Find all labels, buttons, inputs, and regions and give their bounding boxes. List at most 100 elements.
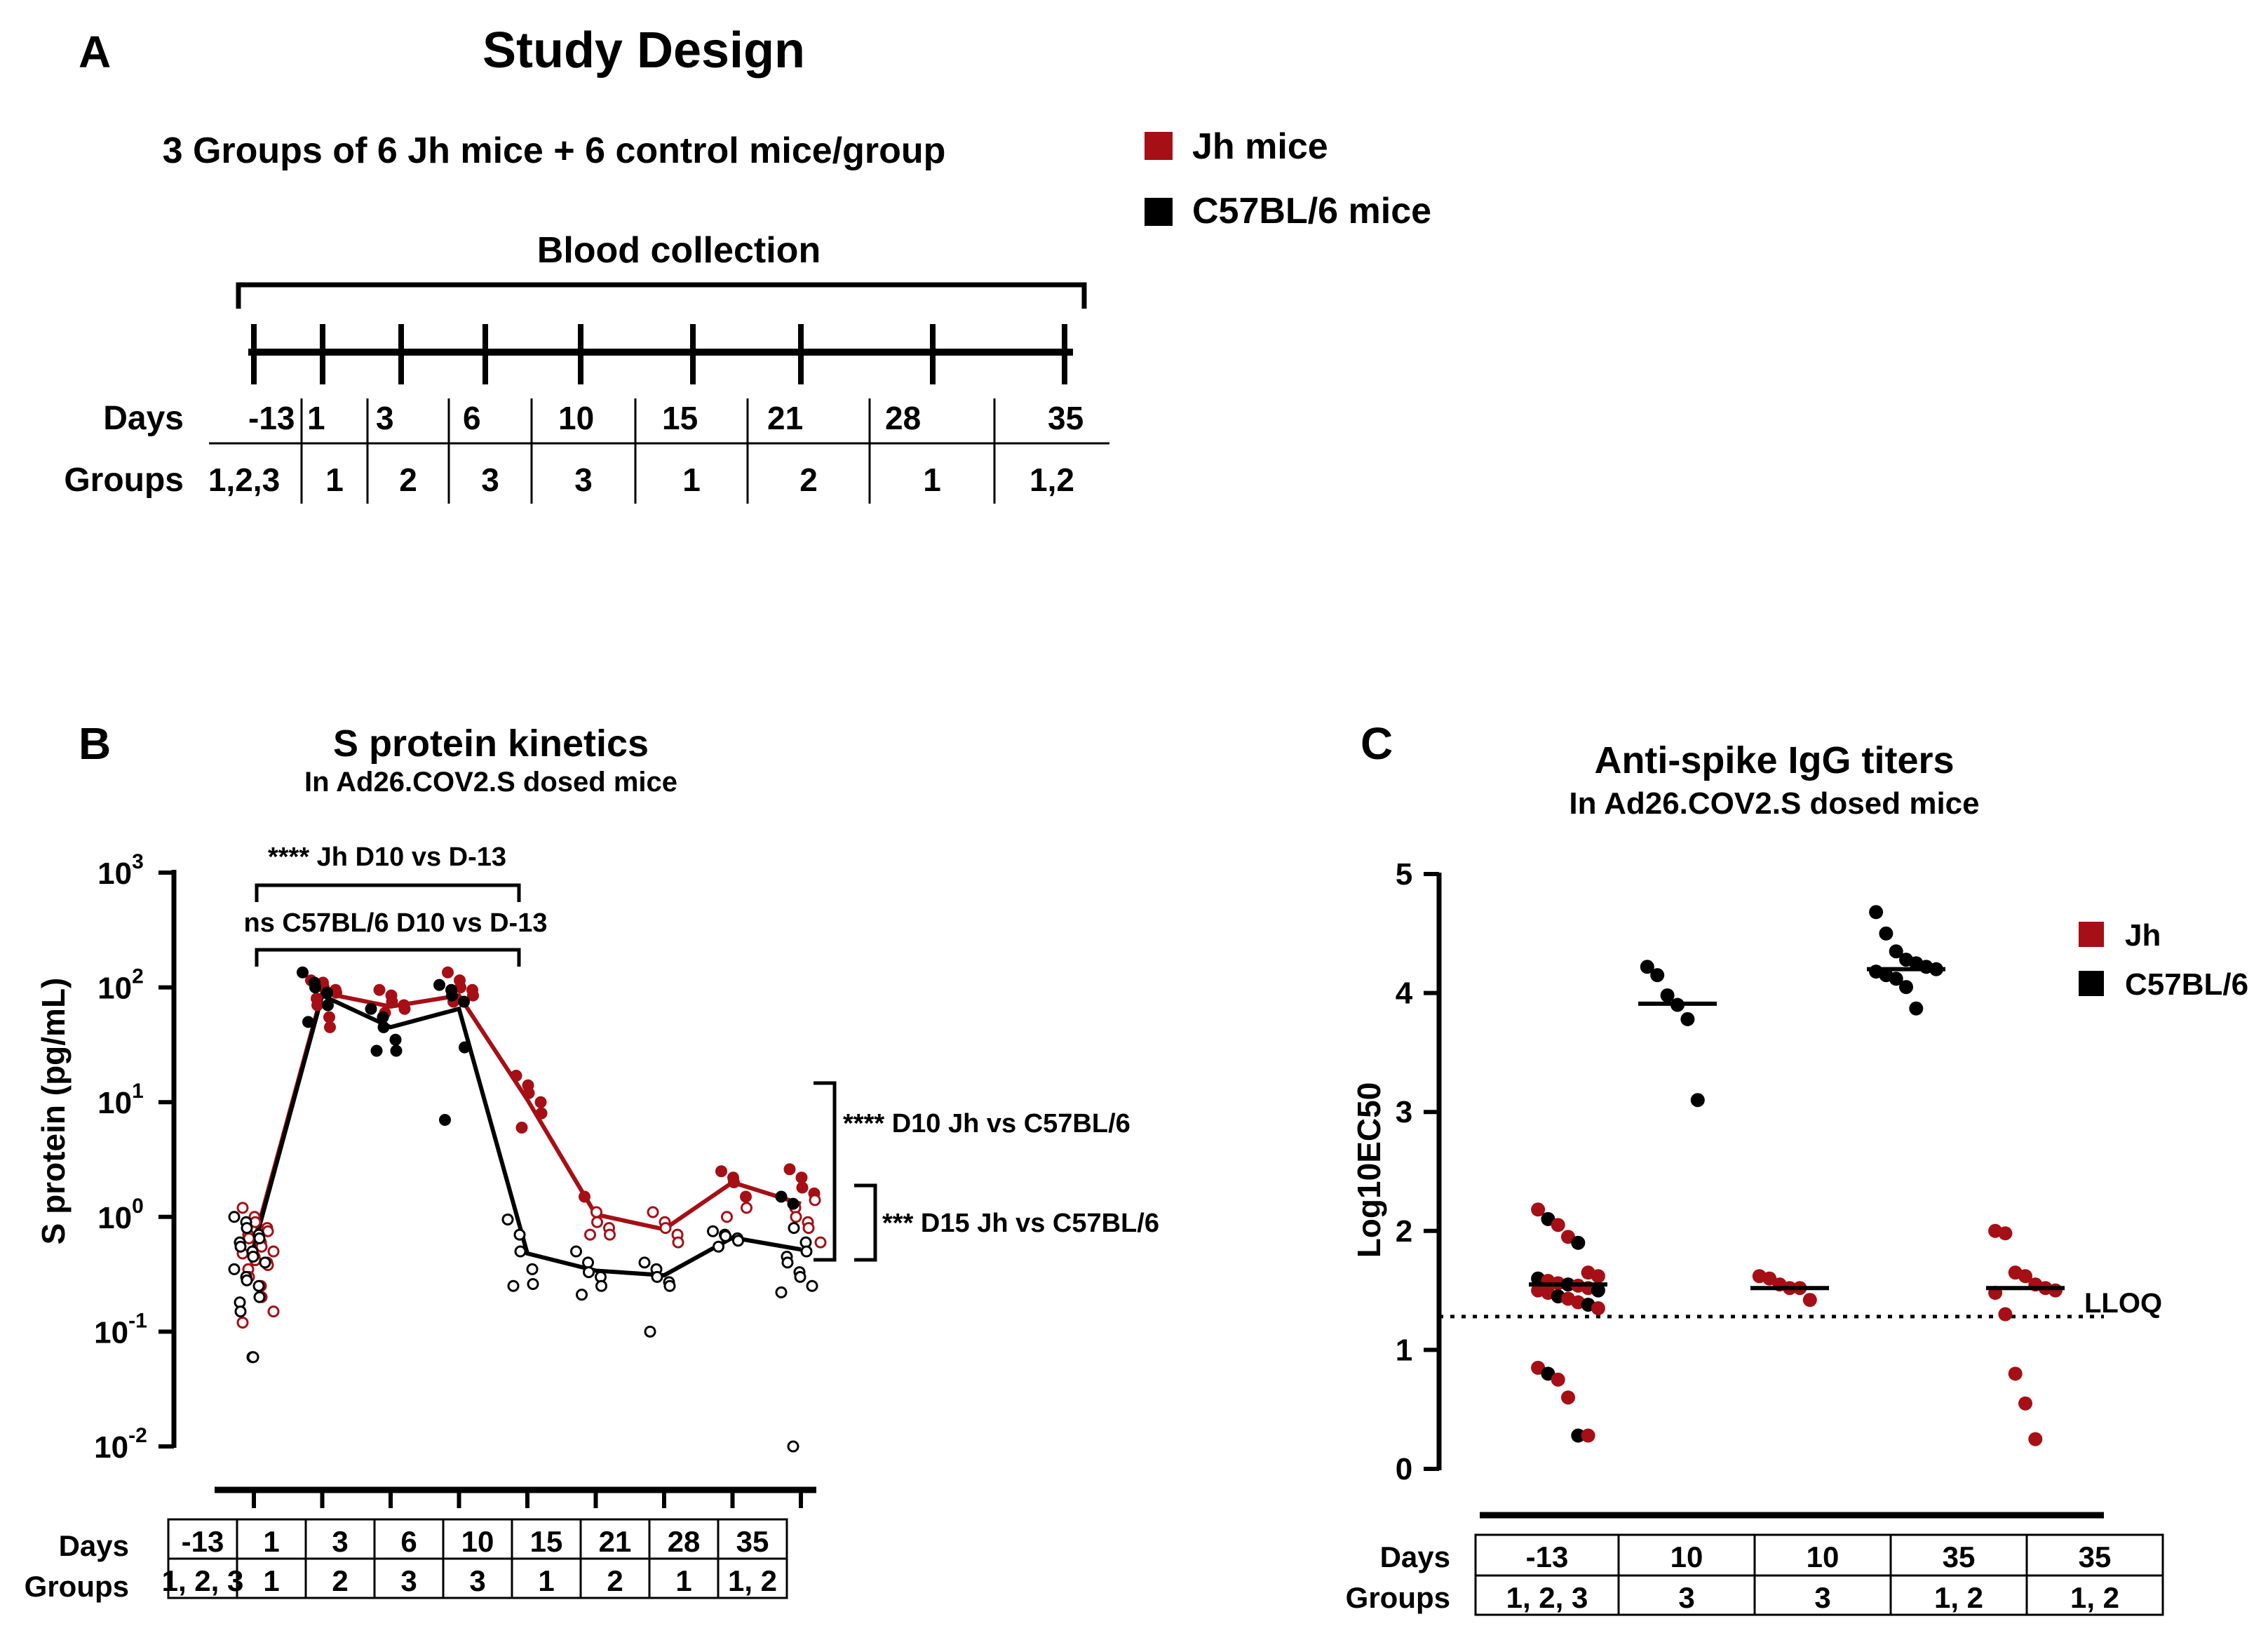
- bracket-d15-jh-c57: [854, 1183, 877, 1262]
- panel-a: A Study Design 3 Groups of 6 Jh mice + 6…: [64, 22, 1431, 504]
- group-cell-a: 3: [481, 462, 499, 498]
- data-point-b-C57BL/6: [259, 1256, 271, 1269]
- data-point-b-C57BL/6: [241, 1274, 253, 1286]
- group-cell-a: 1,2,3: [208, 462, 280, 498]
- annotation-c57-d10: ns C57BL/6 D10 vs D-13: [244, 908, 548, 938]
- legend-label-c-jh: Jh: [2125, 918, 2161, 953]
- data-point-c-mixed: [1551, 1372, 1565, 1387]
- group-cell-a: 1: [682, 462, 701, 498]
- data-point-b-Jh: [515, 1121, 528, 1134]
- legend-label-c57: C57BL/6 mice: [1192, 191, 1431, 231]
- day-cell-a: -13: [248, 400, 295, 436]
- data-point-b-Jh: [579, 1190, 590, 1203]
- data-point-b-C57BL/6: [707, 1225, 719, 1237]
- data-point-b-C57BL/6: [788, 1222, 800, 1235]
- data-point-b-Jh: [386, 995, 398, 1008]
- data-point-b-C57BL/6: [527, 1278, 539, 1291]
- day-cell-c: 35: [1943, 1540, 1976, 1573]
- group-cell-b: 3: [400, 1564, 417, 1597]
- chart-b-points: [228, 966, 827, 1453]
- data-point-c-C57BL/6: [1680, 1012, 1695, 1026]
- annotation-jh-d10: **** Jh D10 vs D-13: [268, 842, 506, 872]
- data-point-b-C57BL/6: [370, 1044, 383, 1057]
- data-point-c-mixed: [1591, 1269, 1605, 1284]
- day-cell-b: 1: [263, 1525, 279, 1558]
- chart-b-ylabel: S protein (pg/mL): [35, 978, 72, 1245]
- series-line-Jh: [252, 990, 802, 1243]
- data-point-b-Jh: [467, 989, 479, 1002]
- chart-c-subtitle: In Ad26.COV2.S dosed mice: [1569, 786, 1979, 821]
- data-point-b-Jh: [584, 1228, 596, 1241]
- data-point-c-Jh: [2018, 1396, 2032, 1411]
- data-point-b-Jh: [741, 1202, 752, 1214]
- data-point-b-Jh: [740, 1190, 752, 1203]
- data-point-b-C57BL/6: [439, 1114, 451, 1127]
- group-cell-b: 3: [469, 1564, 485, 1597]
- data-point-b-C57BL/6: [228, 1263, 241, 1275]
- timeline-ticks: [251, 324, 1067, 384]
- data-point-b-C57BL/6: [309, 981, 321, 994]
- data-point-b-C57BL/6: [663, 1279, 676, 1292]
- days-label-b: Days: [59, 1529, 129, 1562]
- data-point-b-Jh: [796, 1181, 809, 1194]
- data-point-b-C57BL/6: [253, 1232, 266, 1244]
- day-cell-b: 10: [461, 1525, 494, 1558]
- data-point-b-C57BL/6: [507, 1279, 520, 1292]
- group-cell-b: 1, 2, 3: [162, 1564, 244, 1597]
- legend-swatch-c-jh: [2079, 922, 2104, 947]
- y-tick-label-c: 4: [1396, 976, 1413, 1011]
- group-cell-b: 2: [332, 1564, 348, 1597]
- data-point-b-C57BL/6: [365, 1002, 377, 1015]
- group-cell-b: 1: [263, 1564, 279, 1597]
- data-point-b-C57BL/6: [234, 1240, 247, 1253]
- data-point-c-C57BL/6: [1879, 926, 1894, 941]
- data-point-b-C57BL/6: [513, 1228, 526, 1241]
- day-cell-b: 3: [332, 1525, 348, 1558]
- data-point-b-Jh: [510, 1069, 522, 1082]
- y-tick-exponent-b: -2: [128, 1424, 147, 1447]
- data-point-b-C57BL/6: [781, 1256, 794, 1269]
- day-cell-c: 10: [1807, 1540, 1840, 1573]
- data-point-b-C57BL/6: [377, 1021, 390, 1033]
- data-point-b-Jh: [721, 1211, 733, 1223]
- data-point-c-mixed: [1571, 1428, 1586, 1443]
- data-point-b-Jh: [535, 1107, 548, 1120]
- data-point-c-mixed: [1591, 1283, 1605, 1298]
- y-tick-label-c: 2: [1396, 1214, 1412, 1249]
- group-cell-c: 3: [1814, 1581, 1830, 1614]
- y-tick-label-c: 5: [1396, 857, 1412, 892]
- day-cell-b: 6: [400, 1525, 417, 1558]
- day-cell-c: 35: [2079, 1540, 2112, 1573]
- group-cell-a: 1,2: [1030, 462, 1074, 498]
- day-cell-b: 21: [599, 1525, 632, 1558]
- data-point-b-Jh: [323, 1011, 335, 1023]
- group-cell-a: 2: [399, 462, 417, 498]
- data-point-b-C57BL/6: [253, 1291, 266, 1303]
- data-point-b-C57BL/6: [377, 1011, 389, 1023]
- data-point-c-mixed: [1591, 1301, 1605, 1316]
- chart-b-lines: [252, 990, 802, 1278]
- data-point-b-Jh: [236, 1202, 249, 1214]
- day-cell-a: 21: [767, 400, 803, 436]
- data-point-b-Jh: [591, 1216, 603, 1228]
- study-design-subtitle: 3 Groups of 6 Jh mice + 6 control mice/g…: [163, 130, 946, 171]
- legend-label-jh: Jh mice: [1192, 126, 1328, 167]
- data-point-c-Jh: [1998, 1307, 2013, 1322]
- day-cell-a: 35: [1048, 400, 1084, 436]
- data-point-b-C57BL/6: [433, 979, 445, 991]
- group-cell-a: 1: [923, 462, 941, 498]
- data-point-b-C57BL/6: [787, 1440, 799, 1453]
- data-point-b-C57BL/6: [806, 1279, 818, 1292]
- data-point-b-C57BL/6: [322, 999, 334, 1012]
- data-point-b-C57BL/6: [638, 1256, 651, 1269]
- data-point-b-C57BL/6: [583, 1266, 595, 1279]
- group-cell-b: 1: [675, 1564, 691, 1597]
- chart-c-table: -13 1, 2, 3 10 3 10 3 35 1, 2 35 1, 2: [1474, 1533, 2164, 1616]
- data-point-c-C57BL/6: [1889, 972, 1903, 986]
- groups-label-b: Groups: [25, 1570, 129, 1603]
- bracket-jh-d10: [255, 883, 521, 902]
- chart-c-medians: [1529, 967, 2065, 1291]
- data-point-b-Jh: [236, 1316, 249, 1329]
- data-point-b-C57BL/6: [458, 995, 470, 1008]
- data-point-b-Jh: [373, 983, 386, 996]
